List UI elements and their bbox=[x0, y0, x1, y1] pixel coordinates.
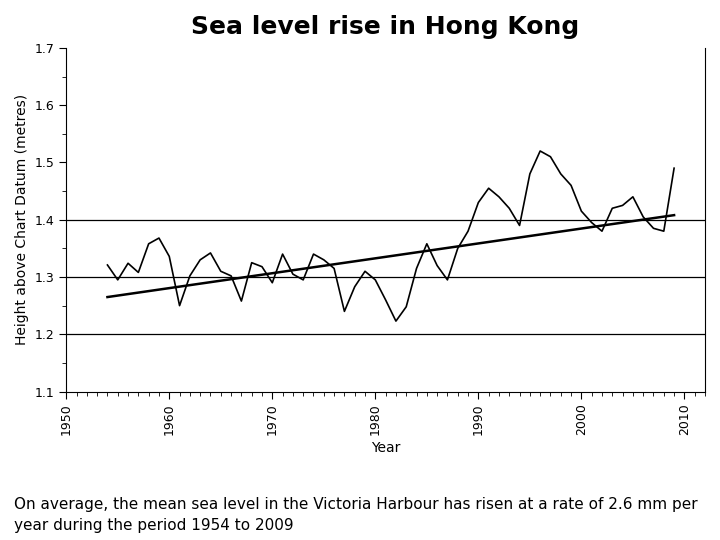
Text: On average, the mean sea level in the Victoria Harbour has risen at a rate of 2.: On average, the mean sea level in the Vi… bbox=[14, 497, 698, 512]
X-axis label: Year: Year bbox=[371, 441, 400, 455]
Y-axis label: Height above Chart Datum (metres): Height above Chart Datum (metres) bbox=[15, 94, 29, 345]
Text: year during the period 1954 to 2009: year during the period 1954 to 2009 bbox=[14, 518, 294, 534]
Title: Sea level rise in Hong Kong: Sea level rise in Hong Kong bbox=[192, 15, 580, 39]
